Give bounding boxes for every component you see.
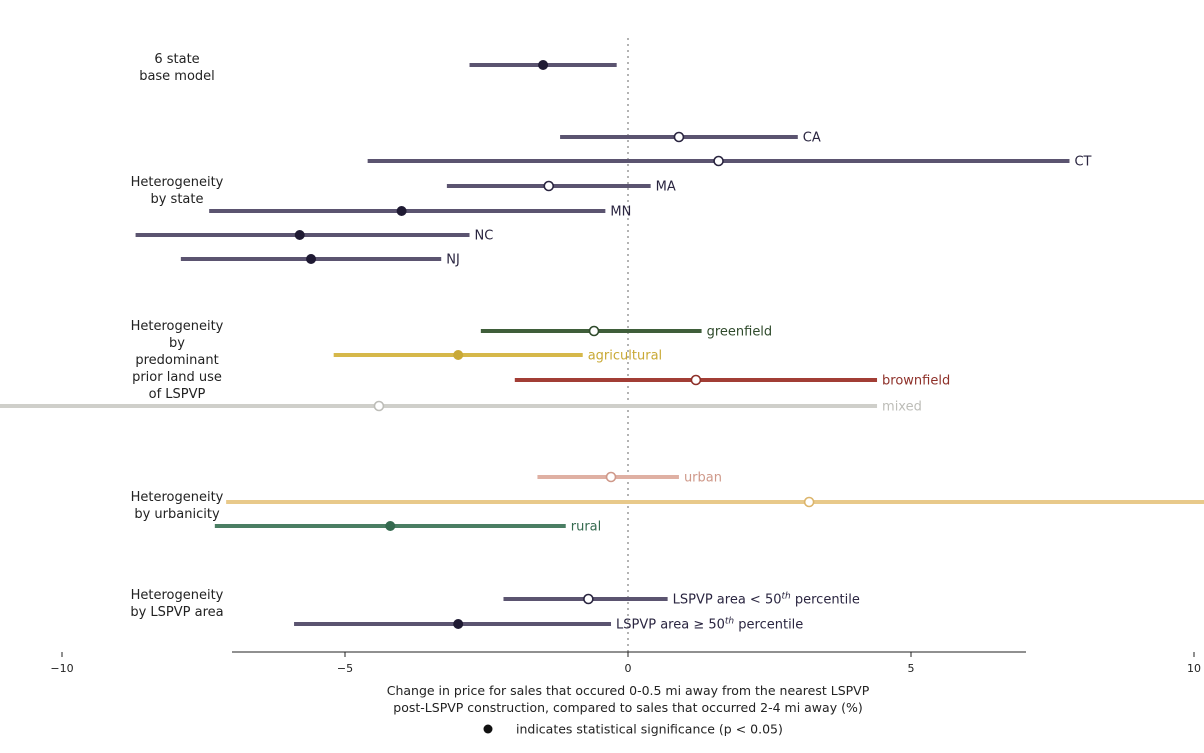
group-labels: 6 state base model Heterogeneity by state He… bbox=[130, 52, 223, 620]
group-label-line: 6 state bbox=[154, 52, 199, 67]
estimate-label: NJ bbox=[446, 253, 460, 268]
estimate-row: MN bbox=[209, 205, 631, 220]
point-estimate bbox=[803, 496, 815, 508]
estimate-label: LSPVP area < 50th percentile bbox=[673, 592, 860, 608]
x-axis: −10 −5 0 5 10 bbox=[50, 651, 1201, 675]
estimate-row: CT bbox=[367, 155, 1092, 170]
point-estimate bbox=[373, 400, 385, 412]
estimate-label: mixed bbox=[882, 400, 922, 415]
point-estimate bbox=[605, 471, 617, 483]
x-tick-label: 5 bbox=[908, 662, 915, 675]
group-label-line: of LSPVP bbox=[149, 387, 206, 402]
estimate-row: LSPVP area ≥ 50th percentile bbox=[294, 617, 803, 633]
estimate-label: CT bbox=[1074, 155, 1091, 170]
x-tick-label: 0 bbox=[625, 662, 632, 675]
estimates: CA CT MA MN NC NJ greenfield agricultural brownf… bbox=[0, 60, 1204, 633]
point-estimate-significant bbox=[453, 350, 464, 360]
group-label-line: predominant bbox=[135, 353, 218, 368]
estimate-row: agricultural bbox=[333, 349, 662, 364]
estimate-row: CA bbox=[560, 131, 821, 146]
point-estimate-significant bbox=[396, 206, 407, 216]
group-label-line: Heterogeneity bbox=[131, 319, 224, 334]
group-label-line: base model bbox=[139, 69, 215, 84]
point-estimate-significant bbox=[294, 230, 305, 240]
point-estimate-significant bbox=[385, 521, 396, 531]
estimate-row: LSPVP area < 50th percentile bbox=[503, 592, 860, 608]
group-label-line: Heterogeneity bbox=[131, 490, 224, 505]
group-label-line: prior land use bbox=[132, 370, 222, 385]
legend-significance-marker bbox=[483, 724, 493, 734]
estimate-row: mixed bbox=[0, 400, 922, 415]
estimate-label: greenfield bbox=[707, 325, 773, 340]
x-axis-label-line: Change in price for sales that occured 0… bbox=[387, 683, 870, 698]
point-estimate bbox=[583, 593, 594, 605]
estimate-label: MN bbox=[610, 205, 631, 220]
x-axis-title: Change in price for sales that occured 0… bbox=[387, 683, 870, 715]
x-axis-label-line: post-LSPVP construction, compared to sal… bbox=[393, 700, 862, 715]
estimate-row: urban bbox=[537, 471, 722, 486]
group-label-line: Heterogeneity bbox=[131, 588, 224, 603]
estimate-row bbox=[469, 60, 617, 70]
estimate-label: MA bbox=[656, 180, 676, 195]
estimate-row: NC bbox=[135, 229, 494, 244]
estimate-row: NJ bbox=[180, 253, 460, 268]
point-estimate bbox=[690, 374, 702, 386]
estimate-label: brownfield bbox=[882, 374, 950, 389]
point-estimate-significant bbox=[306, 254, 317, 264]
point-estimate bbox=[543, 180, 555, 192]
estimate-row: brownfield bbox=[514, 374, 950, 389]
estimate-label: agricultural bbox=[588, 349, 662, 364]
point-estimate-significant bbox=[538, 60, 549, 70]
group-label-line: by urbanicity bbox=[134, 507, 220, 522]
estimate-row: rural bbox=[214, 520, 602, 535]
estimate-row: greenfield bbox=[480, 325, 773, 340]
legend-text: indicates statistical significance (p < … bbox=[516, 722, 783, 737]
estimate-row: urban cluster bbox=[226, 496, 1204, 508]
estimate-label: NC bbox=[475, 229, 494, 244]
point-estimate bbox=[588, 325, 600, 337]
legend: indicates statistical significance (p < … bbox=[483, 722, 783, 737]
group-label-line: by LSPVP area bbox=[130, 605, 223, 620]
x-tick-label: 10 bbox=[1187, 662, 1201, 675]
group-label-line: Heterogeneity bbox=[131, 175, 224, 190]
estimate-row: MA bbox=[446, 180, 676, 195]
point-estimate bbox=[713, 155, 724, 167]
x-tick-label: −10 bbox=[50, 662, 73, 675]
group-label-line: by state bbox=[150, 192, 203, 207]
estimate-label: LSPVP area ≥ 50th percentile bbox=[616, 617, 803, 633]
point-estimate bbox=[673, 131, 685, 143]
point-estimate-significant bbox=[453, 619, 464, 629]
estimate-label: urban bbox=[684, 471, 722, 486]
x-tick-label: −5 bbox=[337, 662, 353, 675]
estimate-label: rural bbox=[571, 520, 602, 535]
estimate-label: CA bbox=[803, 131, 821, 146]
group-label-line: by bbox=[169, 336, 185, 351]
